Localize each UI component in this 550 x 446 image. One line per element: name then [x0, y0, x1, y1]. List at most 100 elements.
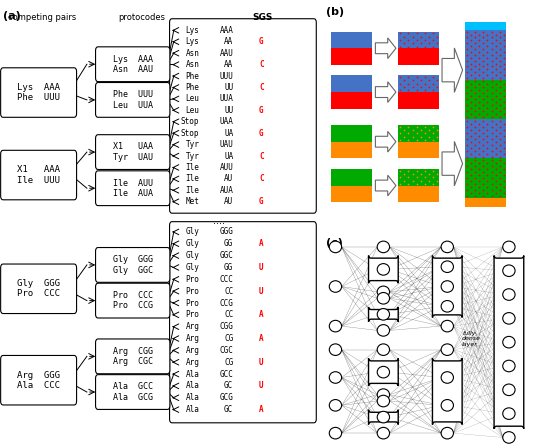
Point: [475, 87, 483, 94]
Point: [463, 96, 471, 103]
Point: [404, 130, 413, 137]
Text: UA: UA: [224, 129, 233, 138]
Point: [496, 83, 504, 91]
Point: [400, 77, 409, 84]
Bar: [465, 158, 506, 198]
Point: [479, 157, 488, 164]
Point: [463, 141, 471, 149]
Text: G: G: [259, 106, 263, 115]
FancyArrow shape: [376, 175, 396, 196]
Point: [421, 29, 430, 37]
Point: [499, 48, 508, 55]
Point: [396, 43, 405, 50]
Bar: [398, 125, 439, 142]
Point: [425, 33, 433, 40]
Bar: [331, 32, 372, 48]
Text: X1   UAA
Tyr  UAU: X1 UAA Tyr UAU: [113, 142, 153, 162]
Point: [496, 108, 504, 115]
Text: UUU: UUU: [219, 71, 233, 81]
Text: Ala: Ala: [185, 393, 200, 402]
Text: Gly  GGG
Pro  CCC: Gly GGG Pro CCC: [17, 279, 60, 298]
FancyBboxPatch shape: [368, 256, 398, 283]
Circle shape: [503, 313, 515, 324]
Text: Ala: Ala: [185, 370, 200, 379]
Point: [499, 150, 508, 157]
Point: [412, 123, 421, 130]
Point: [463, 69, 471, 76]
Text: Pro: Pro: [185, 310, 200, 319]
Point: [487, 40, 496, 47]
Point: [471, 51, 480, 58]
Point: [491, 72, 500, 79]
Point: [487, 83, 496, 91]
Point: [404, 43, 413, 50]
Point: [412, 136, 421, 144]
Point: [483, 120, 492, 127]
Point: [425, 177, 433, 184]
Point: [466, 184, 475, 191]
Point: [499, 145, 508, 152]
Point: [396, 87, 405, 94]
Point: [475, 42, 483, 50]
Point: [404, 80, 413, 87]
Point: [466, 60, 475, 67]
Point: [463, 108, 471, 115]
Point: [499, 42, 508, 50]
Point: [475, 190, 483, 197]
Point: [475, 172, 483, 179]
Point: [475, 178, 483, 185]
Point: [463, 157, 471, 164]
Point: [466, 105, 475, 112]
Point: [487, 193, 496, 200]
FancyArrow shape: [376, 82, 396, 103]
Point: [471, 57, 480, 64]
Point: [471, 193, 480, 200]
Point: [429, 87, 438, 94]
Point: [475, 60, 483, 67]
Point: [483, 93, 492, 100]
Point: [491, 42, 500, 50]
Point: [471, 63, 480, 70]
FancyBboxPatch shape: [96, 283, 170, 318]
Point: [404, 74, 413, 81]
Text: UA: UA: [224, 152, 233, 161]
Point: [471, 147, 480, 154]
Point: [433, 83, 442, 91]
Text: Gly: Gly: [185, 239, 200, 248]
Point: [491, 132, 500, 139]
Point: [499, 178, 508, 185]
Text: Gly: Gly: [185, 263, 200, 272]
Point: [496, 96, 504, 103]
Text: Ala: Ala: [185, 405, 200, 414]
Circle shape: [377, 411, 389, 423]
Bar: [331, 75, 372, 92]
Point: [404, 136, 413, 144]
Text: Arg  CGG
Arg  CGC: Arg CGG Arg CGC: [113, 347, 153, 366]
Point: [463, 169, 471, 176]
Point: [463, 123, 471, 130]
Point: [479, 78, 488, 85]
Bar: [465, 119, 506, 158]
Point: [412, 87, 421, 94]
Text: GCC: GCC: [219, 370, 233, 379]
Point: [471, 90, 480, 97]
Text: competing pairs: competing pairs: [8, 13, 76, 22]
Text: Gly: Gly: [185, 227, 200, 236]
Point: [408, 127, 417, 134]
Point: [466, 165, 475, 173]
Text: Tyr: Tyr: [185, 140, 200, 149]
Point: [421, 80, 430, 87]
Point: [475, 99, 483, 106]
Point: [471, 123, 480, 130]
Text: AA: AA: [224, 37, 233, 46]
Bar: [465, 198, 506, 207]
Point: [475, 37, 483, 44]
Point: [483, 184, 492, 191]
Circle shape: [377, 366, 389, 378]
Point: [463, 45, 471, 53]
Point: [499, 99, 508, 106]
FancyBboxPatch shape: [368, 307, 398, 322]
Text: Ile: Ile: [185, 163, 200, 172]
Point: [463, 83, 471, 91]
Text: CC: CC: [224, 310, 233, 319]
